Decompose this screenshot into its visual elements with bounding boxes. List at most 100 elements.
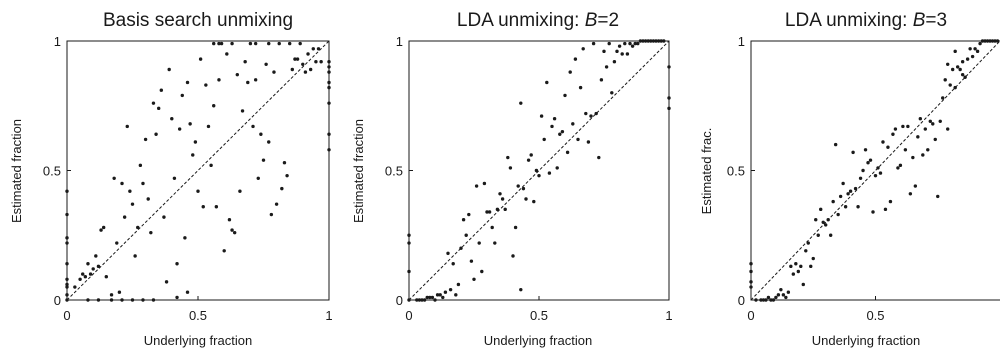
x-tick-label: 0.5	[866, 308, 884, 323]
data-point	[253, 78, 258, 82]
data-point	[227, 218, 232, 222]
data-point	[519, 101, 523, 105]
data-point	[612, 60, 617, 64]
y-tick-label: 0	[738, 293, 745, 308]
data-point	[407, 269, 411, 274]
data-point	[662, 39, 666, 43]
data-point	[83, 274, 88, 279]
data-point	[201, 205, 205, 209]
data-point	[861, 168, 865, 173]
data-point	[188, 122, 192, 126]
reference-line	[750, 40, 1001, 301]
data-point	[454, 293, 458, 297]
data-point	[78, 277, 82, 281]
data-point	[138, 163, 143, 168]
data-point	[754, 298, 758, 302]
data-point	[251, 124, 255, 129]
data-point	[936, 194, 940, 199]
data-point	[784, 295, 788, 300]
data-point	[407, 233, 411, 237]
data-point	[117, 290, 122, 294]
data-point	[327, 60, 331, 64]
data-point	[988, 39, 992, 43]
data-point	[65, 293, 69, 297]
data-point	[893, 127, 898, 131]
data-point	[649, 39, 653, 43]
panel-title: LDA unmixing: B=3	[785, 10, 947, 31]
data-point	[500, 197, 505, 201]
data-point	[225, 52, 229, 56]
data-point	[906, 124, 910, 129]
data-point	[261, 158, 266, 162]
data-point	[963, 75, 967, 79]
x-tick-label: 1	[325, 308, 332, 323]
data-point	[573, 57, 578, 61]
x-axis-label: Underlying fraction	[144, 333, 252, 348]
data-point	[485, 210, 489, 214]
data-point	[115, 241, 119, 245]
data-point	[888, 199, 893, 204]
data-point	[560, 129, 565, 134]
data-point	[948, 83, 952, 87]
data-point	[240, 109, 245, 113]
data-point	[209, 163, 213, 168]
data-point	[555, 166, 559, 170]
data-point	[433, 298, 437, 302]
data-point	[749, 262, 753, 266]
data-point	[868, 158, 873, 162]
data-point	[65, 236, 69, 240]
panel-title: Basis search unmixing	[103, 10, 293, 31]
data-point	[146, 197, 150, 201]
data-point	[881, 140, 885, 144]
data-point	[464, 233, 468, 237]
x-tick-label: 0.5	[189, 308, 207, 323]
data-point	[65, 212, 69, 217]
marks-layer: 0 0.5 1 0 0.5 1	[43, 34, 333, 323]
data-point	[407, 298, 411, 302]
data-point	[495, 207, 500, 212]
data-point	[120, 181, 124, 186]
panel-lda-b3: LDA unmixing: B=3 Underlying fraction Es…	[699, 10, 1001, 348]
data-point	[122, 215, 127, 219]
data-point	[238, 189, 242, 193]
data-point	[88, 272, 93, 276]
data-point	[112, 176, 116, 180]
data-point	[809, 264, 813, 269]
data-point	[851, 150, 855, 155]
data-point	[615, 49, 619, 54]
data-point	[928, 119, 932, 123]
data-point	[183, 236, 187, 240]
data-point	[136, 225, 140, 230]
data-point	[327, 85, 331, 90]
data-point	[306, 52, 310, 56]
data-point	[623, 41, 627, 46]
data-point	[267, 140, 271, 144]
y-tick-label: 0	[54, 293, 61, 308]
data-point	[960, 72, 965, 77]
data-point	[204, 83, 208, 87]
data-point	[109, 298, 114, 302]
data-point	[498, 192, 502, 196]
data-point	[319, 60, 323, 64]
data-point	[185, 80, 190, 85]
data-point	[417, 298, 422, 302]
data-point	[970, 54, 975, 59]
data-point	[779, 287, 783, 292]
data-point	[456, 282, 461, 287]
data-point	[151, 298, 156, 302]
data-point	[65, 282, 69, 287]
data-point	[420, 298, 424, 302]
data-point	[836, 212, 840, 217]
data-point	[301, 62, 305, 67]
data-point	[259, 132, 263, 136]
data-point	[474, 184, 479, 188]
data-point	[162, 215, 166, 219]
y-tick-label: 0.5	[727, 164, 745, 179]
data-point	[576, 137, 580, 142]
data-point	[898, 163, 903, 168]
data-point	[993, 39, 997, 43]
data-point	[843, 205, 848, 209]
data-point	[973, 47, 977, 51]
data-point	[448, 287, 453, 292]
